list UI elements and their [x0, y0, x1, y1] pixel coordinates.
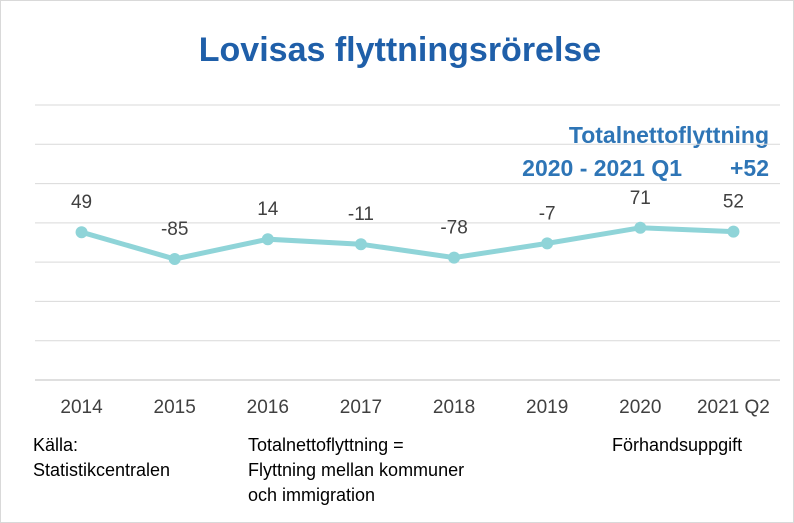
footnote: Förhandsuppgift	[612, 435, 742, 455]
footnote: och immigration	[248, 485, 375, 505]
data-label: 52	[723, 192, 744, 213]
marker	[354, 238, 367, 251]
chart-title: Lovisas flyttningsrörelse	[199, 31, 601, 69]
footnote: Flyttning mellan kommuner	[248, 460, 464, 480]
data-label: -78	[440, 218, 467, 239]
line	[80, 225, 734, 262]
marker	[541, 237, 554, 250]
marker	[448, 251, 461, 264]
x-tick-label: 2020	[619, 397, 661, 418]
data-label: 49	[71, 192, 92, 213]
marker	[727, 225, 740, 238]
marker	[168, 253, 181, 265]
marker	[261, 233, 274, 246]
x-tick-label: 2018	[433, 397, 475, 418]
annotation: 2020 - 2021 Q1	[522, 155, 682, 181]
footnote: Totalnettoflyttning =	[248, 435, 404, 455]
x-tick-label: 2014	[60, 397, 103, 418]
annotation: Totalnettoflyttning	[569, 122, 769, 148]
x-tick-label: 2016	[247, 397, 289, 418]
footnote: Källa:	[33, 435, 78, 455]
x-tick-label: 2021 Q2	[697, 397, 770, 418]
data-label: 71	[630, 188, 651, 209]
x-tick-label: 2017	[340, 397, 382, 418]
data-label: -11	[348, 204, 374, 225]
data-label: -7	[539, 203, 556, 224]
marker	[634, 221, 647, 234]
x-tick-label: 2019	[526, 397, 568, 418]
footnote: Statistikcentralen	[33, 460, 170, 480]
marker	[75, 226, 88, 239]
data-label: -85	[161, 219, 188, 240]
data-label: 14	[257, 199, 279, 220]
x-tick-label: 2015	[154, 397, 196, 418]
annotation: +52	[730, 155, 769, 181]
